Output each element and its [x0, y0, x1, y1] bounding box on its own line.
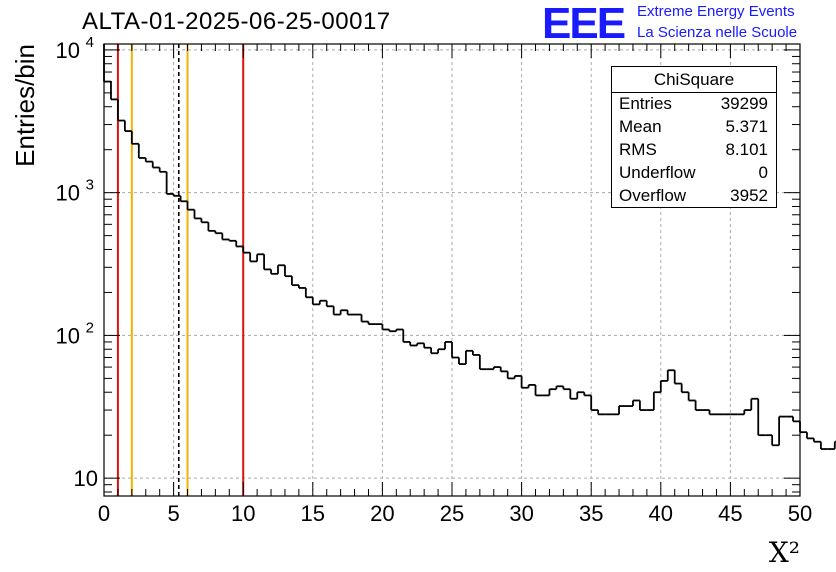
y-tick-label: 10 — [56, 181, 80, 206]
x-tick-label: 35 — [579, 501, 603, 526]
stats-label: Underflow — [619, 163, 696, 182]
axis-ticks — [103, 44, 801, 496]
axis-labels: 0 5 10 15 20 25 30 35 40 45 50 10 10 2 10 3 10 4 Entries/b… — [10, 34, 812, 569]
stats-value: 39299 — [720, 94, 768, 113]
stats-row-rms: RMS 8.101 — [619, 140, 768, 163]
y-tick-exponent: 3 — [86, 177, 94, 194]
logo-subtitle-2: La Scienza nelle Scuole — [637, 24, 798, 41]
stats-row-overflow: Overflow 3952 — [619, 186, 768, 209]
x-tick-label: 30 — [509, 501, 533, 526]
x-tick-label: 10 — [231, 501, 255, 526]
chart-title: ALTA-01-2025-06-25-00017 — [82, 8, 391, 35]
stats-value: 8.101 — [725, 140, 768, 159]
histogram-series — [103, 44, 836, 450]
marker-lines — [116, 44, 245, 496]
stats-row-underflow: Underflow 0 — [619, 163, 768, 186]
x-axis-label: Χ² — [769, 536, 800, 569]
y-tick-exponent: 4 — [86, 34, 94, 51]
stats-title: ChiSquare — [653, 70, 735, 89]
stats-row-entries: Entries 39299 — [619, 94, 768, 117]
stats-box: ChiSquare Entries 39299 Mean 5.371 RMS 8… — [611, 66, 777, 208]
x-tick-label: 15 — [301, 501, 325, 526]
stats-label: Mean — [619, 117, 662, 136]
eee-logo: EEE — [542, 0, 626, 48]
y-axis-label: Entries/bin — [10, 44, 40, 167]
x-tick-label: 25 — [440, 501, 464, 526]
x-tick-label: 45 — [718, 501, 742, 526]
stats-divider — [612, 92, 776, 93]
x-tick-label: 5 — [167, 501, 179, 526]
stats-label: Entries — [619, 94, 672, 113]
x-tick-label: 40 — [649, 501, 673, 526]
x-tick-label: 50 — [788, 501, 812, 526]
y-tick-label: 10 — [56, 323, 80, 348]
y-tick-exponent: 2 — [86, 319, 94, 336]
stats-value: 3952 — [730, 186, 768, 205]
y-tick-label: 10 — [56, 38, 80, 63]
x-tick-label: 0 — [98, 501, 110, 526]
stats-value: 5.371 — [725, 117, 768, 136]
logo-subtitle-1: Extreme Energy Events — [637, 3, 795, 20]
y-tick-label: 10 — [74, 466, 98, 491]
stats-label: RMS — [619, 140, 657, 159]
stats-label: Overflow — [619, 186, 687, 205]
stats-row-mean: Mean 5.371 — [619, 117, 768, 140]
x-tick-label: 20 — [370, 501, 394, 526]
stats-value: 0 — [758, 163, 768, 182]
